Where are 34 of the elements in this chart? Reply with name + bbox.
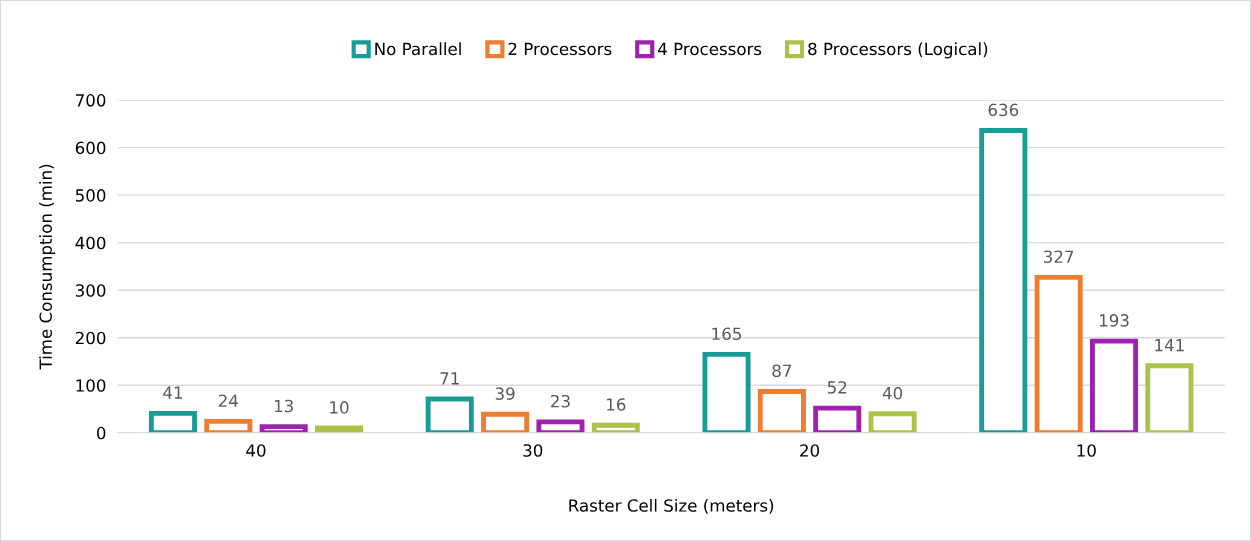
- x-axis-title: Raster Cell Size (meters): [569, 498, 774, 514]
- y-tick-label: 200: [75, 331, 106, 345]
- legend-label: 4 Processors: [658, 42, 762, 56]
- data-label: 327: [1044, 250, 1074, 264]
- y-tick-label: 700: [76, 94, 106, 107]
- y-tick-label: 100: [76, 379, 106, 392]
- x-tick-label: 30: [523, 444, 543, 457]
- legend-label: 8 Processors (Logical): [808, 42, 988, 59]
- y-tick-label: 0: [96, 426, 106, 440]
- y-axis-title: Time Consumption (min): [39, 164, 56, 370]
- data-label: 87: [772, 364, 792, 378]
- legend-label: 2 Processors: [508, 42, 612, 56]
- data-label: 24: [218, 394, 238, 407]
- data-label: 52: [827, 381, 847, 394]
- data-label: 16: [607, 398, 626, 411]
- x-tick-label: 20: [800, 444, 820, 457]
- legend-label: No Parallel: [375, 42, 461, 56]
- data-label: 141: [1155, 339, 1184, 352]
- data-label: 40: [882, 386, 903, 400]
- data-label: 23: [551, 394, 570, 408]
- y-tick-label: 600: [75, 141, 106, 155]
- data-label: 636: [988, 103, 1019, 117]
- y-tick-label: 300: [75, 284, 106, 297]
- y-tick-label: 500: [75, 189, 106, 202]
- data-label: 193: [1099, 314, 1129, 327]
- data-label: 10: [330, 401, 349, 414]
- x-tick-label: 40: [246, 444, 266, 457]
- data-label: 165: [712, 327, 741, 341]
- x-tick-label: 10: [1077, 444, 1096, 457]
- data-label: 39: [495, 387, 515, 400]
- y-tick-label: 400: [75, 236, 106, 250]
- data-label: 13: [274, 399, 293, 413]
- data-label: 41: [163, 386, 183, 399]
- data-label: 71: [440, 372, 459, 385]
